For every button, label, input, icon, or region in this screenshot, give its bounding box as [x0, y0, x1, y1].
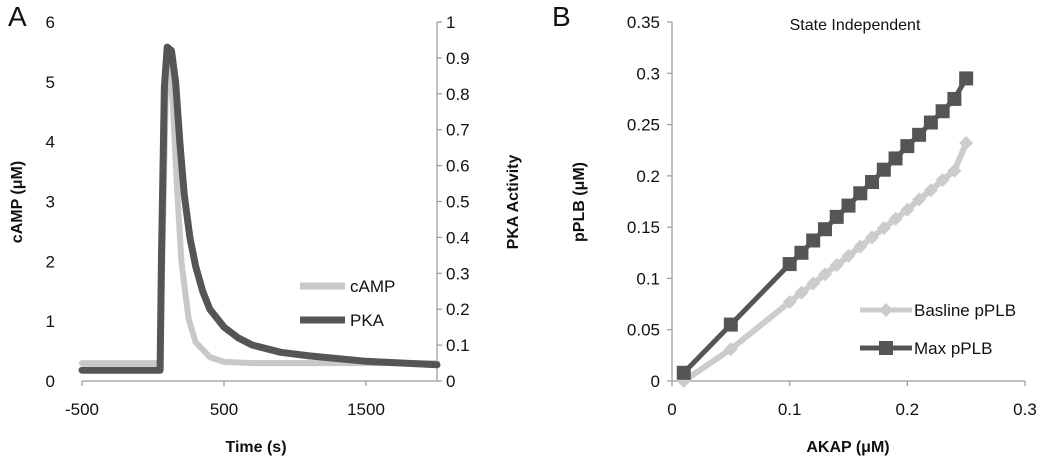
- legend-label-max-pplb: Max pPLB: [914, 339, 992, 358]
- panel-b-axes: 0 0.05 0.1 0.15 0.2 0.25 0.3 0.35 0 0.1 0.2 0.3: [627, 13, 1037, 419]
- panel-b-point-max-pplb: [853, 186, 868, 201]
- panel-a-y-tick-label: 6: [46, 13, 55, 32]
- panel-b-point-max-pplb: [888, 151, 903, 166]
- panel-b-point-basline-pplb: [912, 192, 927, 207]
- panel-a-axes: 0 1 2 3 4 5 6 0 0.1 0.2 0.3 0.4 0.5 0.6 0.7 0.8 0.9 1 -500…: [46, 13, 470, 419]
- panel-b-y-tick-label: 0.15: [627, 218, 660, 237]
- panel-a-y2-tick-label: 0.9: [446, 49, 470, 68]
- panel-b: B State Independent 00.050.10.150.20.250…: [552, 1, 1037, 456]
- panel-b-point-max-pplb: [723, 317, 738, 332]
- legend-label-pka: PKA: [350, 311, 385, 330]
- panel-b-point-basline-pplb: [888, 211, 903, 226]
- panel-a-y2-tick-label: 0.7: [446, 121, 470, 140]
- panel-a-y2-tick-label: 0: [446, 372, 455, 391]
- panel-b-point-max-pplb: [947, 91, 962, 106]
- panel-b-point-basline-pplb: [935, 172, 950, 187]
- panel-a-y-tick-label: 5: [46, 73, 55, 92]
- panel-a-y-tick-label: 1: [46, 312, 55, 331]
- panel-a-series: [78, 43, 441, 374]
- panel-b-title: State Independent: [790, 17, 921, 34]
- panel-b-point-max-pplb: [865, 175, 880, 190]
- panel-b-point-basline-pplb: [865, 230, 880, 245]
- panel-b-point-basline-pplb: [794, 285, 809, 300]
- panel-a-y-tick-label: 2: [46, 252, 55, 271]
- panel-a-x-tick-label: 500: [210, 400, 238, 419]
- panel-b-point-max-pplb: [876, 162, 891, 177]
- panel-b-point-max-pplb: [817, 222, 832, 237]
- panel-a-x-axis-label: Time (s): [225, 439, 286, 456]
- panel-b-point-basline-pplb: [841, 248, 856, 263]
- panel-a: A 0 1 2 3 4 5 6 0 0.1 0.2 0.3 0.4 0.5 0.6 0.7 0.8 0.9 1 -5…: [8, 1, 522, 456]
- panel-b-x-tick-label: 0.2: [896, 400, 920, 419]
- panel-a-y2-axis-label: PKA Activity: [505, 154, 522, 249]
- panel-a-y2-tick-label: 0.4: [446, 228, 470, 247]
- panel-b-point-basline-pplb: [876, 221, 891, 236]
- panel-b-y-tick-label: 0: [651, 372, 660, 391]
- panel-b-point-basline-pplb: [923, 183, 938, 198]
- panel-b-point-max-pplb: [841, 198, 856, 213]
- panel-a-y-tick-label: 3: [46, 193, 55, 212]
- panel-b-point-basline-pplb: [900, 202, 915, 217]
- panel-b-point-max-pplb: [794, 245, 809, 260]
- panel-b-point-max-pplb: [829, 209, 844, 224]
- panel-b-label: B: [552, 1, 571, 32]
- panel-b-point-basline-pplb: [723, 342, 738, 357]
- panel-b-point-max-pplb: [912, 127, 927, 142]
- panel-a-y-axis-label: cAMP (μM): [9, 161, 26, 243]
- panel-a-y2-tick-label: 0.2: [446, 300, 470, 319]
- panel-b-point-basline-pplb: [806, 276, 821, 291]
- panel-a-y-tick-label: 0: [46, 372, 55, 391]
- panel-b-point-basline-pplb: [853, 239, 868, 254]
- panel-b-x-tick-label: 0: [667, 400, 676, 419]
- panel-b-point-max-pplb: [676, 365, 691, 380]
- legend-label-camp: cAMP: [350, 277, 395, 296]
- panel-a-y-tick-label: 4: [46, 133, 55, 152]
- legend-label-basline-pplb: Basline pPLB: [914, 301, 1016, 320]
- panel-b-point-max-pplb: [959, 71, 974, 86]
- panel-a-y2-tick-label: 0.3: [446, 264, 470, 283]
- panel-b-point-max-pplb: [935, 104, 950, 119]
- panel-b-point-max-pplb: [806, 233, 821, 248]
- panel-b-point-max-pplb: [782, 257, 797, 272]
- legend-marker-max-pplb: [879, 341, 893, 355]
- panel-b-point-max-pplb: [923, 115, 938, 130]
- panel-b-x-tick-label: 0.1: [778, 400, 802, 419]
- panel-b-y-tick-label: 0.35: [627, 13, 660, 32]
- panel-b-y-tick-label: 0.1: [636, 269, 660, 288]
- panel-b-point-max-pplb: [900, 139, 915, 154]
- panel-b-point-basline-pplb: [947, 163, 962, 178]
- panel-a-y2-tick-label: 0.1: [446, 336, 470, 355]
- panel-a-label: A: [8, 1, 27, 32]
- panel-b-y-tick-label: 0.25: [627, 116, 660, 135]
- panel-b-y-tick-label: 0.05: [627, 321, 660, 340]
- panel-b-legend: Basline pPLB Max pPLB: [860, 301, 1016, 358]
- panel-b-x-axis-label: AKAP (μM): [806, 439, 889, 456]
- panel-a-series-line-pka: [78, 43, 441, 374]
- panel-b-y-axis-label: pPLB (μM): [571, 162, 588, 242]
- panel-a-x-tick-label: -500: [65, 400, 99, 419]
- panel-a-y2-tick-label: 0.6: [446, 157, 470, 176]
- panel-b-x-tick-label: 0.3: [1013, 400, 1037, 419]
- panel-b-y-tick-label: 0.2: [636, 167, 660, 186]
- panel-a-x-tick-label: 1500: [347, 400, 385, 419]
- legend-marker-basline-pplb: [879, 303, 893, 317]
- panel-b-point-basline-pplb: [829, 258, 844, 273]
- panel-a-y2-tick-label: 0.8: [446, 85, 470, 104]
- panel-b-point-basline-pplb: [959, 136, 974, 151]
- panel-a-y2-tick-label: 0.5: [446, 193, 470, 212]
- panel-b-point-basline-pplb: [817, 267, 832, 282]
- panel-a-legend: cAMP PKA: [300, 277, 395, 330]
- panel-b-series: [676, 71, 974, 388]
- panel-b-point-basline-pplb: [782, 295, 797, 310]
- panel-b-y-tick-label: 0.3: [636, 64, 660, 83]
- panel-a-y2-tick-label: 1: [446, 13, 455, 32]
